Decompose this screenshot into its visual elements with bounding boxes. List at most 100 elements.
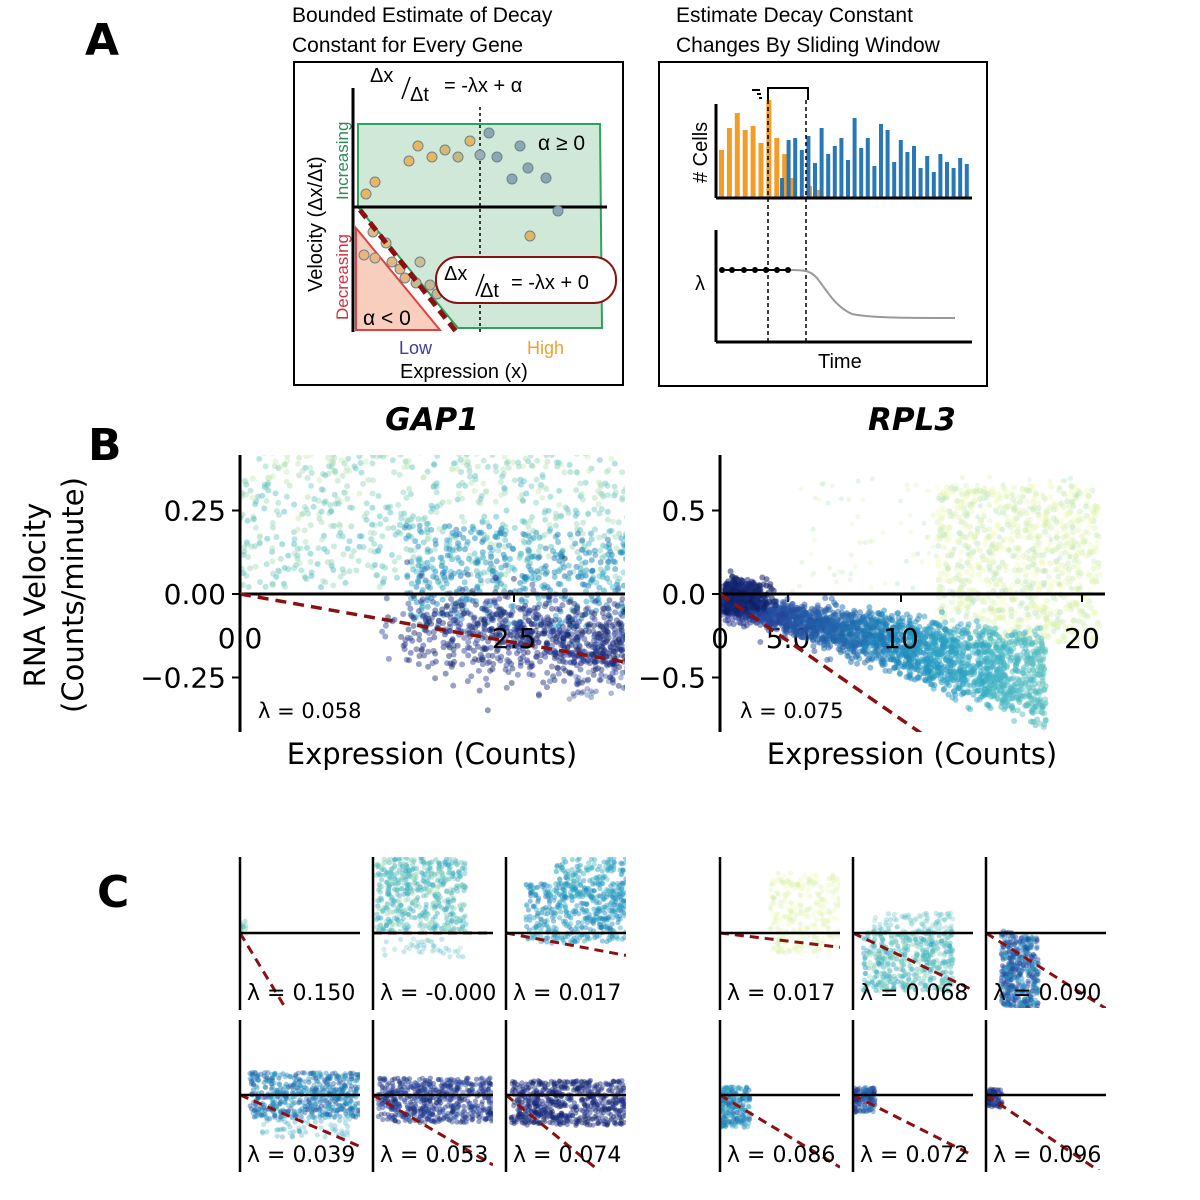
point: [427, 508, 434, 515]
point: [467, 571, 474, 578]
point: [331, 543, 338, 550]
point: [845, 546, 851, 552]
point: [705, 652, 711, 658]
point: [639, 647, 645, 653]
point: [655, 645, 661, 651]
point: [745, 676, 751, 682]
point: [740, 659, 746, 665]
point: [740, 635, 746, 641]
point: [478, 616, 485, 623]
point: [754, 493, 760, 499]
point: [840, 551, 846, 557]
point: [346, 467, 353, 474]
point: [948, 599, 955, 606]
point: [813, 667, 819, 673]
panel-a-left-title-1: Bounded Estimate of Decay: [292, 4, 553, 27]
point: [648, 652, 654, 658]
point: [843, 468, 849, 474]
point: [722, 489, 728, 495]
point: [664, 635, 670, 641]
point: [561, 446, 567, 452]
point: [729, 556, 735, 562]
point: [1000, 471, 1006, 477]
point: [801, 517, 807, 523]
point: [531, 608, 538, 615]
point: [468, 479, 475, 486]
point: [809, 677, 815, 683]
point: [976, 728, 982, 734]
point: [497, 611, 504, 618]
point: [841, 522, 847, 528]
point: [360, 544, 367, 551]
point: [653, 647, 659, 653]
point: [330, 522, 337, 529]
point: [853, 533, 859, 539]
point: [694, 634, 700, 640]
point: [434, 455, 441, 459]
point: [680, 629, 686, 635]
point: [626, 658, 632, 664]
point: [1004, 453, 1010, 459]
point: [653, 558, 659, 564]
point: [877, 518, 883, 524]
point: [296, 455, 303, 461]
point: [661, 619, 667, 625]
hist-bar-blue: [938, 154, 943, 198]
point: [464, 538, 471, 545]
point: [738, 542, 744, 548]
point: [528, 483, 535, 490]
point: [789, 447, 795, 453]
point: [578, 615, 585, 622]
point: [971, 457, 977, 463]
point: [836, 596, 842, 602]
point: [542, 507, 549, 514]
point: [738, 529, 744, 535]
point: [382, 516, 389, 523]
point: [424, 597, 431, 604]
point: [377, 521, 384, 528]
point: [896, 487, 902, 493]
point: [245, 584, 252, 591]
point: [429, 505, 436, 512]
point: [310, 448, 316, 454]
point: [748, 529, 754, 535]
point: [926, 574, 932, 580]
point: [786, 680, 792, 686]
point: [708, 613, 714, 619]
point: [482, 489, 489, 496]
point: [685, 622, 691, 628]
point: [827, 580, 833, 586]
point: [307, 482, 314, 489]
point: [917, 566, 923, 572]
hist-bar-blue: [892, 162, 897, 198]
point: [556, 502, 563, 509]
point: [548, 628, 555, 635]
point: [398, 510, 405, 517]
point: [329, 467, 336, 474]
point: [351, 463, 358, 470]
point: [707, 591, 713, 597]
hist-bar-blue: [799, 150, 804, 198]
point: [771, 521, 777, 527]
point: [489, 577, 496, 584]
point: [731, 545, 737, 551]
point: [627, 593, 633, 599]
velocity-dot: [439, 144, 451, 156]
point: [535, 691, 542, 698]
point: [669, 645, 675, 651]
point: [836, 503, 842, 509]
point: [925, 493, 931, 499]
point: [484, 577, 491, 584]
point: [376, 583, 383, 590]
point: [345, 455, 352, 462]
point: [383, 455, 390, 458]
point: [987, 510, 993, 516]
point: [772, 549, 778, 555]
point: [584, 678, 591, 684]
point: [708, 486, 714, 492]
point: [773, 678, 779, 684]
point: [256, 540, 263, 547]
point: [691, 625, 697, 631]
point: [849, 474, 855, 480]
point: [361, 513, 368, 520]
